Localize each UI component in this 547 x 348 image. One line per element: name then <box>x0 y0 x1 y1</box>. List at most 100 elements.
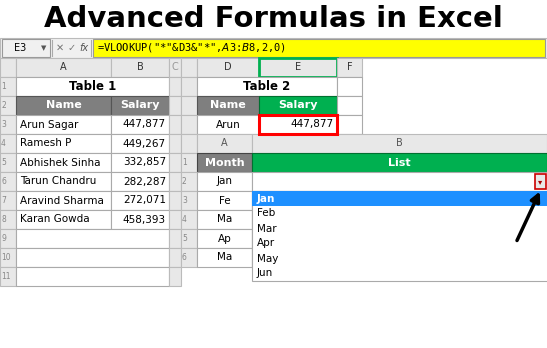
Text: Table 2: Table 2 <box>243 80 290 93</box>
Bar <box>337 96 362 115</box>
Bar <box>197 248 252 267</box>
Text: 7: 7 <box>1 196 6 205</box>
Text: C: C <box>172 63 178 72</box>
Text: 1: 1 <box>1 82 6 91</box>
Bar <box>169 96 181 115</box>
Bar <box>197 77 337 96</box>
Bar <box>252 229 547 248</box>
Bar <box>197 96 259 115</box>
Text: 5: 5 <box>182 234 187 243</box>
Bar <box>252 172 547 191</box>
Text: 3: 3 <box>1 120 6 129</box>
Text: Jun: Jun <box>257 269 274 278</box>
Bar <box>169 248 181 267</box>
Text: 10: 10 <box>1 253 10 262</box>
Text: D: D <box>224 63 232 72</box>
Bar <box>181 153 197 172</box>
Bar <box>259 96 337 115</box>
Bar <box>16 115 111 134</box>
Bar <box>252 191 547 281</box>
Text: Name: Name <box>45 101 82 111</box>
Text: =VLOOKUP("*"&D3&"*",$A$3:$B$8,2,0): =VLOOKUP("*"&D3&"*",$A$3:$B$8,2,0) <box>97 41 286 55</box>
Text: 3: 3 <box>182 196 187 205</box>
Text: 5: 5 <box>1 158 6 167</box>
Bar <box>2 39 50 57</box>
Bar <box>197 153 252 172</box>
Bar <box>0 38 547 58</box>
Text: 458,393: 458,393 <box>123 214 166 224</box>
Text: Month: Month <box>205 158 245 167</box>
Bar <box>111 172 169 191</box>
Bar <box>197 58 259 77</box>
Text: 6: 6 <box>1 177 6 186</box>
Text: Ap: Ap <box>218 234 231 244</box>
Bar <box>0 77 16 96</box>
Text: Advanced Formulas in Excel: Advanced Formulas in Excel <box>44 5 503 33</box>
Bar <box>197 134 252 153</box>
Bar <box>16 210 111 229</box>
Text: Tarun Chandru: Tarun Chandru <box>20 176 96 187</box>
Bar <box>535 174 546 189</box>
Bar <box>0 134 16 153</box>
Bar <box>0 96 16 115</box>
Bar <box>169 191 181 210</box>
Bar <box>111 96 169 115</box>
Bar <box>169 153 181 172</box>
Bar <box>93 39 545 57</box>
Text: 282,287: 282,287 <box>123 176 166 187</box>
Text: 2: 2 <box>182 177 187 186</box>
Bar <box>181 115 197 134</box>
Bar <box>16 229 169 248</box>
Bar <box>169 77 181 96</box>
Bar <box>197 210 252 229</box>
Bar <box>181 172 197 191</box>
Bar <box>0 58 16 77</box>
Bar <box>197 229 252 248</box>
Text: 449,267: 449,267 <box>123 139 166 149</box>
Bar <box>181 210 197 229</box>
Bar <box>169 172 181 191</box>
Bar <box>181 58 197 77</box>
Bar <box>337 58 362 77</box>
Bar <box>111 58 169 77</box>
Text: 332,857: 332,857 <box>123 158 166 167</box>
Text: Jan: Jan <box>217 176 232 187</box>
Text: F: F <box>347 63 352 72</box>
Text: Salary: Salary <box>120 101 160 111</box>
Text: Ma: Ma <box>217 214 232 224</box>
Text: fx: fx <box>79 43 89 53</box>
Bar <box>252 248 547 267</box>
Text: Abhishek Sinha: Abhishek Sinha <box>20 158 101 167</box>
Text: Feb: Feb <box>257 208 275 219</box>
Text: 2: 2 <box>1 101 6 110</box>
Bar <box>16 191 111 210</box>
Bar <box>169 115 181 134</box>
Bar <box>181 77 197 96</box>
Text: Salary: Salary <box>278 101 318 111</box>
Bar <box>0 210 16 229</box>
Text: 8: 8 <box>1 215 6 224</box>
Bar <box>252 191 547 210</box>
Bar <box>197 172 252 191</box>
Bar <box>169 267 181 286</box>
Text: Arun: Arun <box>216 119 240 129</box>
Bar <box>337 77 362 96</box>
Bar <box>181 191 197 210</box>
Bar <box>16 58 111 77</box>
Text: Ma: Ma <box>217 253 232 262</box>
Text: 4: 4 <box>182 215 187 224</box>
Text: List: List <box>388 158 411 167</box>
Text: Ramesh P: Ramesh P <box>20 139 71 149</box>
Text: A: A <box>221 139 228 149</box>
Bar <box>16 77 169 96</box>
Text: Fe: Fe <box>219 196 230 206</box>
Bar <box>181 229 197 248</box>
Bar <box>252 210 547 229</box>
Bar <box>197 115 259 134</box>
Bar <box>252 153 547 172</box>
Bar <box>259 115 337 134</box>
Bar <box>0 191 16 210</box>
Text: Table 1: Table 1 <box>69 80 116 93</box>
Text: 11: 11 <box>1 272 10 281</box>
Bar <box>0 115 16 134</box>
